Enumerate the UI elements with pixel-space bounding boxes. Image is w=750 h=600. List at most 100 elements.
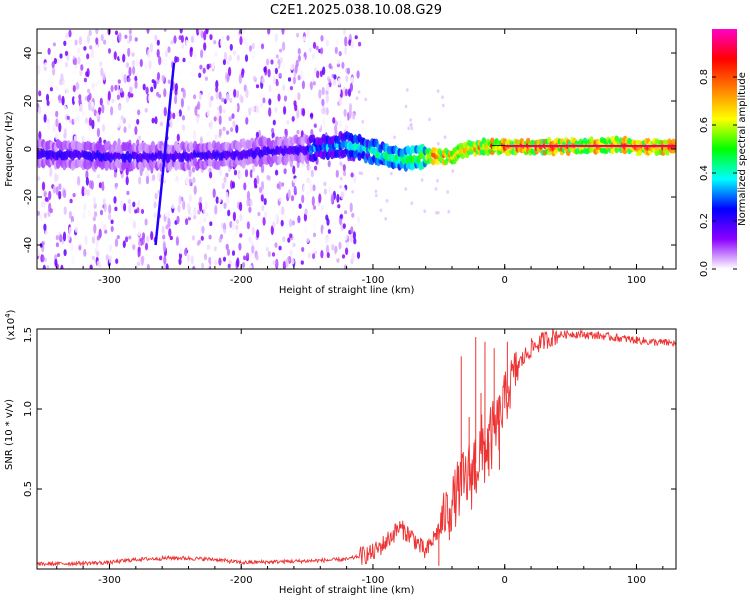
noise-blob (110, 219, 114, 225)
noise-blob (238, 74, 242, 84)
noise-blob (348, 108, 352, 119)
noise-blob (287, 77, 292, 82)
noise-blob (122, 240, 126, 248)
noise-blob (346, 209, 350, 217)
noise-blob (354, 35, 358, 40)
noise-blob (250, 241, 254, 247)
noise-blob (119, 87, 123, 94)
noise-blob (199, 202, 203, 212)
noise-blob (206, 262, 210, 269)
noise-blob (175, 45, 179, 50)
noise-blob (246, 42, 250, 49)
noise-speck (339, 161, 342, 165)
noise-blob (265, 247, 269, 252)
noise-blob (232, 50, 236, 56)
noise-blob (243, 255, 247, 261)
noise-speck (409, 118, 413, 122)
noise-blob (140, 255, 144, 266)
noise-blob (327, 160, 331, 168)
noise-speck (436, 141, 440, 146)
noise-blob (311, 49, 315, 55)
noise-blob (297, 75, 301, 81)
noise-blob (62, 177, 66, 183)
noise-blob (44, 62, 48, 68)
noise-blob (221, 97, 225, 103)
noise-blob (44, 196, 49, 202)
noise-blob (278, 208, 282, 217)
noise-blob (65, 32, 69, 39)
noise-blob (239, 172, 243, 179)
noise-speck (404, 187, 408, 191)
noise-blob (225, 172, 229, 178)
noise-blob (198, 29, 202, 35)
noise-blob (150, 86, 154, 93)
noise-blob (103, 223, 107, 231)
noise-blob (177, 204, 181, 213)
noise-blob (87, 209, 91, 218)
noise-blob (196, 115, 200, 124)
noise-blob (348, 103, 353, 112)
noise-blob (90, 180, 94, 190)
noise-blob (76, 104, 80, 112)
noise-blob (275, 258, 279, 268)
noise-blob (314, 67, 318, 74)
noise-blob (64, 50, 69, 57)
noise-blob (291, 116, 295, 122)
noise-blob (151, 79, 155, 84)
noise-blob (209, 33, 213, 41)
noise-blob (76, 114, 80, 123)
spec-x-tick-label: 0 (502, 275, 508, 286)
noise-blob (116, 235, 120, 240)
noise-blob (96, 127, 100, 138)
noise-blob (306, 191, 310, 196)
noise-blob (78, 111, 83, 119)
noise-blob (200, 235, 204, 241)
noise-blob (93, 78, 97, 86)
noise-blob (344, 88, 348, 97)
noise-blob (125, 62, 130, 69)
noise-blob (270, 225, 274, 236)
noise-blob (92, 197, 97, 206)
noise-blob (308, 210, 312, 219)
noise-blob (322, 66, 326, 76)
noise-blob (134, 126, 138, 135)
noise-speck (436, 89, 440, 93)
snr-y-tick-label: 1.5 (23, 327, 34, 343)
noise-blob (309, 113, 314, 118)
noise-blob (182, 200, 186, 211)
noise-blob (205, 117, 209, 125)
noise-blob (201, 262, 205, 269)
noise-blob (181, 124, 185, 131)
noise-blob (252, 169, 256, 179)
noise-blob (252, 75, 256, 81)
noise-speck (364, 97, 368, 102)
noise-blob (114, 238, 119, 248)
noise-blob (203, 30, 207, 41)
noise-blob (134, 75, 138, 82)
noise-blob (226, 74, 230, 83)
noise-blob (228, 116, 232, 122)
noise-blob (341, 254, 346, 259)
noise-blob (125, 95, 130, 103)
noise-blob (110, 106, 114, 116)
noise-blob (125, 236, 129, 243)
noise-blob (335, 39, 339, 45)
noise-blob (241, 113, 245, 119)
noise-blob (214, 259, 218, 266)
noise-blob (265, 185, 269, 190)
noise-blob (326, 83, 330, 91)
noise-blob (164, 211, 168, 217)
noise-blob (165, 224, 169, 230)
noise-speck (409, 123, 413, 127)
noise-blob (320, 250, 324, 259)
noise-blob (103, 203, 107, 213)
noise-blob (227, 263, 231, 269)
noise-blob (346, 67, 351, 75)
noise-blob (203, 217, 207, 223)
noise-blob (312, 232, 317, 238)
noise-blob (160, 102, 165, 109)
noise-blob (321, 98, 325, 107)
noise-blob (222, 126, 226, 132)
noise-blob (322, 228, 326, 237)
